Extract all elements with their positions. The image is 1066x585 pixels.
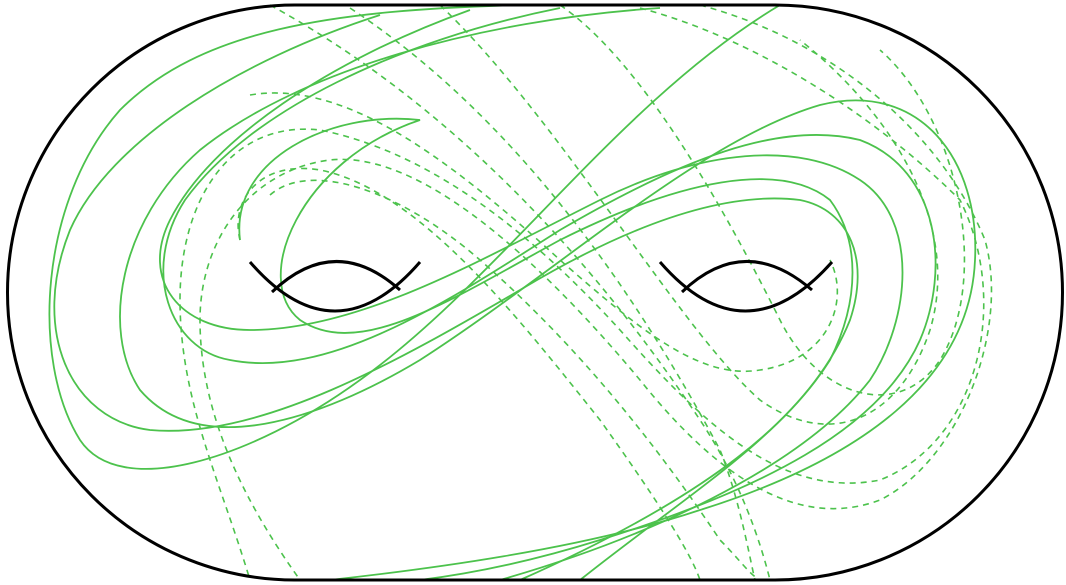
dashed-curve (237, 167, 701, 581)
surface-outline (6, 3, 1064, 582)
dashed-curve (199, 4, 993, 581)
solid-curve (119, 7, 977, 581)
dashed-curve (269, 4, 771, 581)
solid-curve (53, 14, 859, 581)
solid-curve (238, 117, 854, 581)
solid-curve (48, 4, 781, 470)
dashed-curve (249, 92, 839, 372)
dashed-curve (179, 7, 985, 581)
left-hole-upper (270, 260, 401, 294)
dashed-curve (439, 4, 939, 425)
right-hole-upper (680, 260, 813, 294)
dashed-curve (269, 179, 761, 581)
dashed-curve (559, 4, 966, 396)
solid-curves (48, 4, 977, 581)
solid-curve (159, 9, 904, 581)
dashed-curve (349, 7, 756, 581)
right-hole-lower (658, 261, 834, 313)
solid-curve (162, 7, 937, 581)
left-hole-lower (248, 261, 422, 313)
